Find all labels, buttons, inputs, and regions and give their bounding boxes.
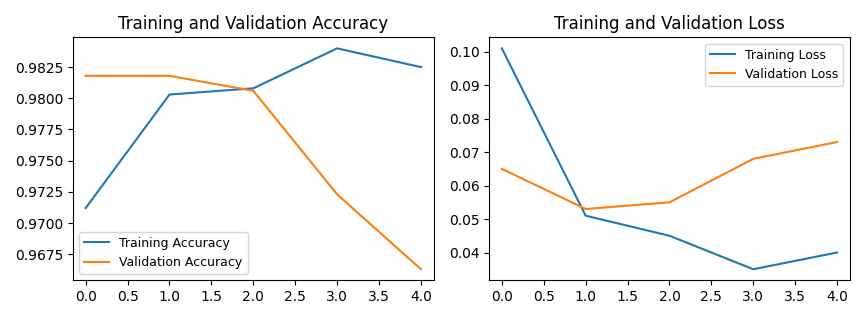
Training Accuracy bbox=[416, 65, 426, 69]
Validation Loss bbox=[748, 157, 759, 161]
Validation Loss bbox=[580, 207, 591, 211]
Training Loss bbox=[832, 251, 843, 255]
Training Accuracy bbox=[80, 206, 91, 210]
Training Accuracy bbox=[248, 86, 259, 90]
Legend: Training Accuracy, Validation Accuracy: Training Accuracy, Validation Accuracy bbox=[80, 232, 247, 274]
Validation Accuracy bbox=[332, 192, 343, 196]
Validation Loss bbox=[664, 200, 675, 204]
Validation Accuracy bbox=[416, 267, 426, 271]
Training Loss bbox=[664, 234, 675, 238]
Line: Validation Accuracy: Validation Accuracy bbox=[86, 76, 421, 269]
Title: Training and Validation Accuracy: Training and Validation Accuracy bbox=[119, 15, 388, 33]
Line: Training Loss: Training Loss bbox=[502, 48, 837, 269]
Validation Loss bbox=[832, 140, 843, 144]
Training Accuracy bbox=[164, 93, 175, 96]
Training Accuracy bbox=[332, 47, 343, 50]
Title: Training and Validation Loss: Training and Validation Loss bbox=[554, 15, 785, 33]
Validation Loss bbox=[497, 167, 507, 171]
Training Loss bbox=[497, 47, 507, 50]
Training Loss bbox=[748, 267, 759, 271]
Line: Validation Loss: Validation Loss bbox=[502, 142, 837, 209]
Training Loss bbox=[580, 214, 591, 218]
Line: Training Accuracy: Training Accuracy bbox=[86, 48, 421, 208]
Legend: Training Loss, Validation Loss: Training Loss, Validation Loss bbox=[705, 44, 843, 86]
Validation Accuracy bbox=[164, 74, 175, 78]
Validation Accuracy bbox=[80, 74, 91, 78]
Validation Accuracy bbox=[248, 89, 259, 93]
